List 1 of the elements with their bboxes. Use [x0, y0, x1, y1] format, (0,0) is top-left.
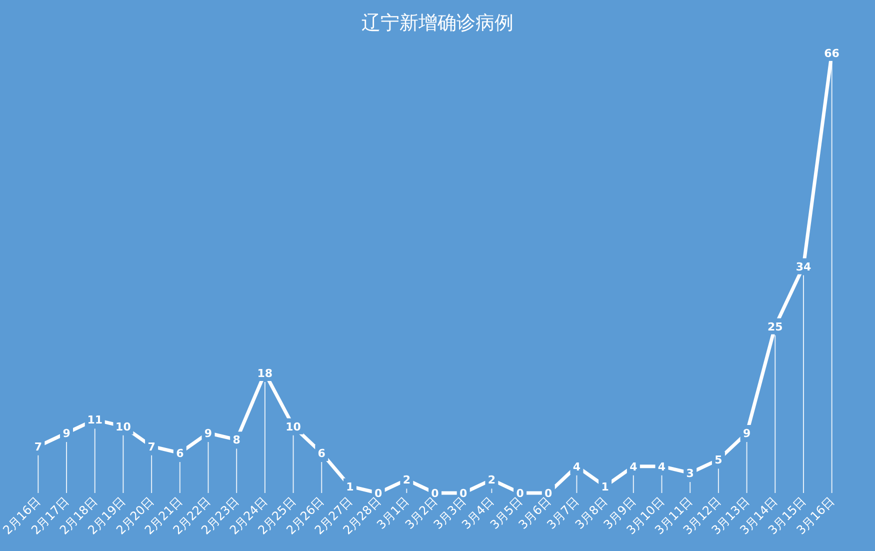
title: 辽宁新增确诊病例 — [362, 12, 514, 34]
